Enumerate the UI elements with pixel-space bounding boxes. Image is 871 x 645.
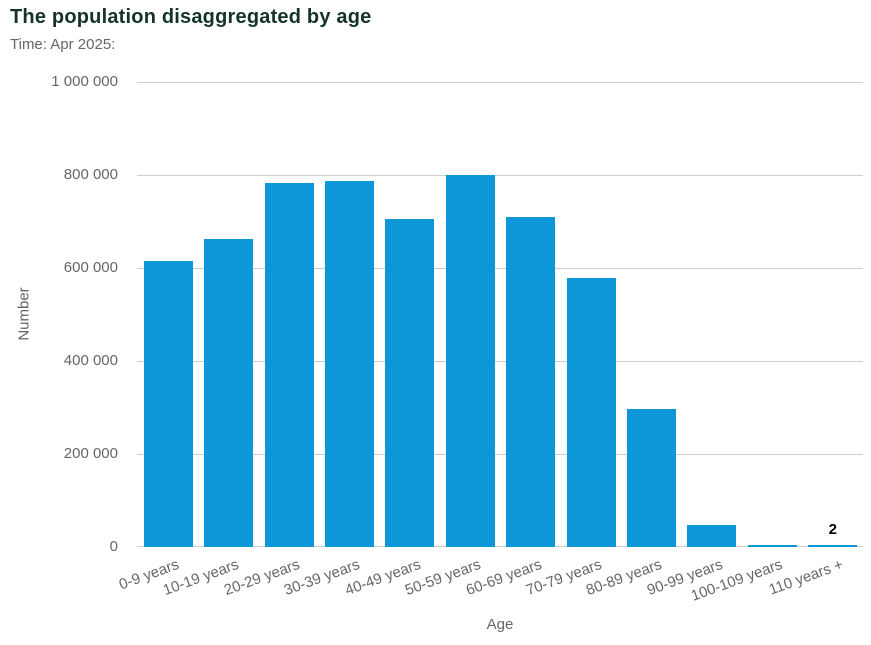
x-axis-title: Age <box>486 616 514 633</box>
bar[interactable] <box>204 239 254 547</box>
gridline <box>137 454 863 455</box>
bar[interactable] <box>808 545 858 547</box>
gridline <box>137 82 863 83</box>
y-axis-tick-label: 1 000 000 <box>51 73 118 90</box>
y-axis-tick-label: 0 <box>109 538 118 555</box>
bar[interactable] <box>687 524 737 547</box>
y-axis-tick-label: 400 000 <box>63 352 118 369</box>
bar[interactable] <box>566 278 616 547</box>
y-axis-tick-label: 600 000 <box>63 259 118 276</box>
gridline <box>137 175 863 176</box>
y-axis-title: Number <box>15 287 33 341</box>
gridline <box>137 546 863 547</box>
gridline <box>137 361 863 362</box>
bar[interactable] <box>264 182 314 547</box>
y-axis-tick-label: 800 000 <box>63 166 118 183</box>
bar[interactable] <box>445 175 495 547</box>
plot-area <box>137 82 863 547</box>
bar[interactable] <box>143 261 193 547</box>
bar-value-label: 2 <box>828 521 837 538</box>
bar[interactable] <box>747 544 797 547</box>
bar[interactable] <box>627 408 677 547</box>
chart-subtitle: Time: Apr 2025: <box>10 36 116 53</box>
chart-title: The population disaggregated by age <box>10 6 372 28</box>
y-axis-tick-label: 200 000 <box>63 445 118 462</box>
bar[interactable] <box>385 219 435 547</box>
gridline <box>137 268 863 269</box>
bar[interactable] <box>506 216 556 547</box>
bar[interactable] <box>324 181 374 547</box>
